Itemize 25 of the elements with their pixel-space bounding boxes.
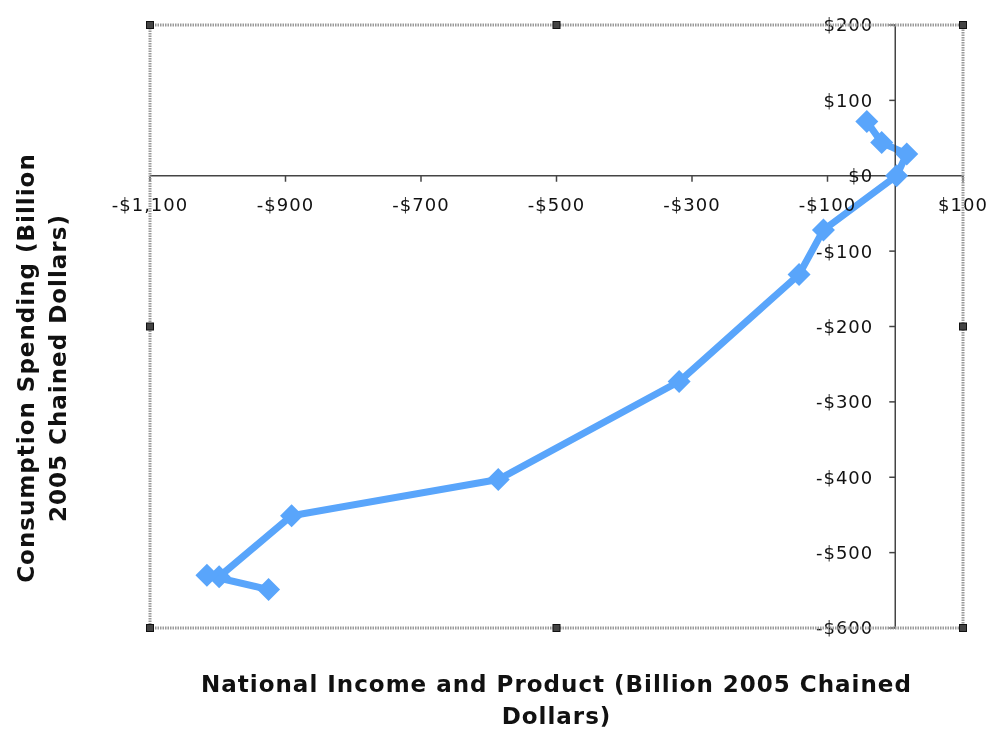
y-tick-label: -$100 [815, 240, 874, 262]
x-tick-label: -$500 [527, 193, 586, 215]
y-tick-label: -$300 [815, 391, 874, 413]
y-tick-label: -$400 [815, 466, 874, 488]
point [870, 131, 894, 155]
point [787, 262, 811, 286]
point [257, 578, 281, 602]
y-tick-label: -$500 [815, 542, 874, 564]
point [486, 468, 510, 492]
x-tick-label: -$900 [256, 193, 315, 215]
y-axis-title: Consumption Spending (Billion 2005 Chained Dollars) [12, 152, 72, 585]
point [855, 109, 879, 133]
y-tick-label: -$200 [815, 315, 874, 337]
point [811, 218, 835, 242]
x-tick-label: $100 [938, 193, 988, 215]
x-axis-title: National Income and Product (Billion 2005 Chained Dollars) [200, 670, 913, 731]
x-tick-label: -$700 [392, 193, 450, 215]
point [280, 504, 304, 528]
point [667, 370, 691, 394]
point [885, 164, 909, 188]
x-tick-label: -$100 [798, 193, 857, 215]
y-tick-label: $100 [823, 89, 874, 111]
x-tick-label: -$300 [663, 193, 721, 215]
x-tick-label: -$1,100 [111, 193, 189, 215]
point [895, 142, 919, 166]
